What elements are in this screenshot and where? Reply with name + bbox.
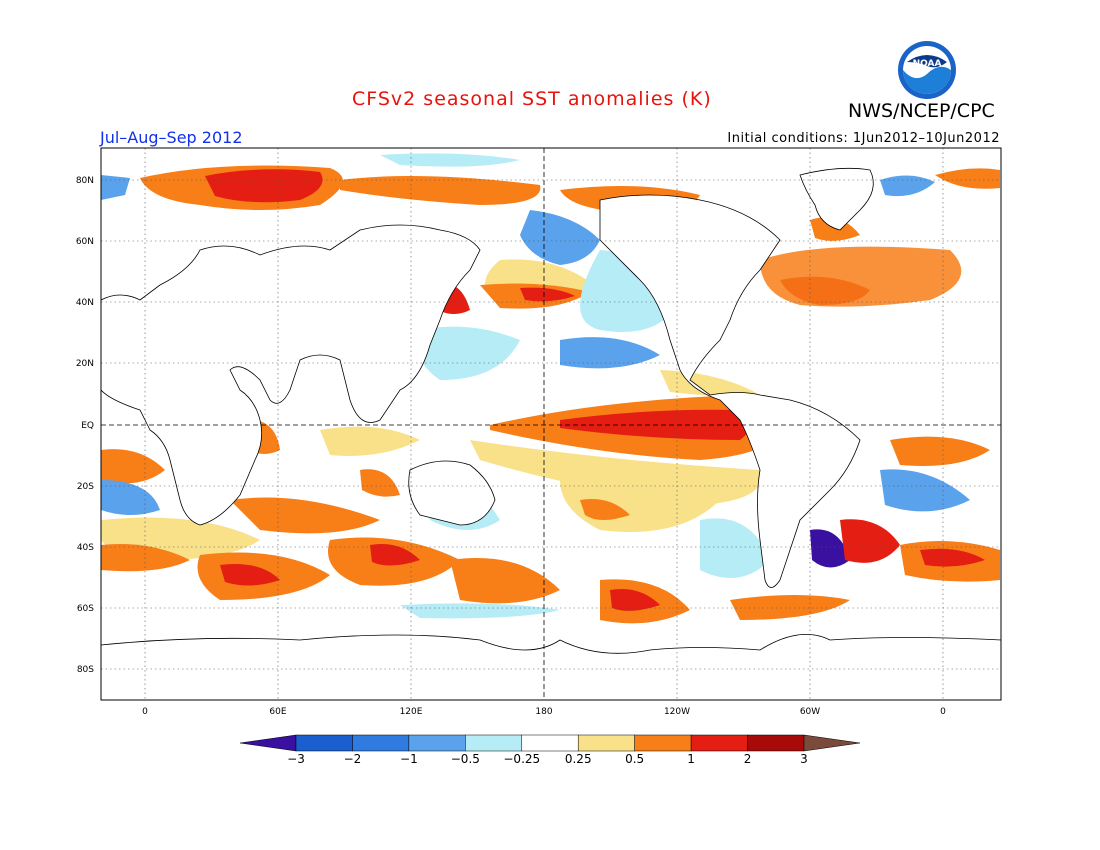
colorbar-label: 1 — [687, 752, 695, 766]
colorbar-swatch — [577, 734, 635, 752]
colorbar: −3 −2 −1 −0.5 −0.25 0.25 0.5 1 2 3 — [239, 734, 861, 766]
colorbar-label: 3 — [800, 752, 808, 766]
colorbar-arrow-high — [803, 734, 861, 752]
colorbar-label: 2 — [744, 752, 752, 766]
map-frame — [100, 147, 1002, 701]
colorbar-swatch — [690, 734, 748, 752]
colorbar-label: 0.5 — [625, 752, 644, 766]
colorbar-label: −2 — [344, 752, 362, 766]
lat-label: 40S — [77, 543, 94, 553]
lon-label: 120W — [664, 707, 690, 717]
forecast-period: Jul–Aug–Sep 2012 — [100, 128, 243, 147]
colorbar-swatch — [465, 734, 523, 752]
longitude-labels: 0 60E 120E 180 120W 60W 0 — [142, 707, 946, 717]
lat-label: 60N — [76, 237, 94, 247]
colorbar-label: −3 — [287, 752, 305, 766]
colorbar-label: −1 — [400, 752, 418, 766]
equator-dateline — [101, 148, 1001, 700]
colorbar-swatch — [295, 734, 353, 752]
lat-label: 20S — [77, 482, 94, 492]
colorbar-swatch — [747, 734, 805, 752]
lat-label: 60S — [77, 604, 94, 614]
colorbar-swatch — [634, 734, 692, 752]
lat-label: 80S — [77, 665, 94, 675]
anomaly-field — [101, 148, 1001, 700]
map-title: CFSv2 seasonal SST anomalies (K) — [352, 88, 712, 110]
colorbar-label: −0.25 — [503, 752, 540, 766]
noaa-logo-icon: NOAA — [898, 41, 956, 99]
graticule — [101, 148, 1001, 700]
lon-label: 60W — [800, 707, 820, 717]
colorbar-swatch — [408, 734, 466, 752]
organization-label: NWS/NCEP/CPC — [848, 100, 995, 122]
lon-label: 60E — [269, 707, 286, 717]
svg-text:NOAA: NOAA — [913, 59, 942, 69]
lat-label: 40N — [76, 298, 94, 308]
continents — [101, 167, 1001, 700]
colorbar-arrow-low — [239, 734, 297, 752]
lat-label: EQ — [81, 421, 94, 431]
lon-label: 120E — [400, 707, 423, 717]
colorbar-swatch — [352, 734, 410, 752]
colorbar-label: −0.5 — [451, 752, 480, 766]
latitude-labels: 80N 60N 40N 20N EQ 20S 40S 60S 80S — [76, 176, 94, 675]
lon-label: 0 — [940, 707, 946, 717]
initial-conditions: Initial conditions: 1Jun2012–10Jun2012 — [727, 131, 1000, 146]
lat-label: 80N — [76, 176, 94, 186]
colorbar-swatch — [521, 734, 579, 752]
colorbar-label: 0.25 — [565, 752, 592, 766]
lat-label: 20N — [76, 359, 94, 369]
lon-label: 0 — [142, 707, 148, 717]
lon-label: 180 — [535, 707, 552, 717]
